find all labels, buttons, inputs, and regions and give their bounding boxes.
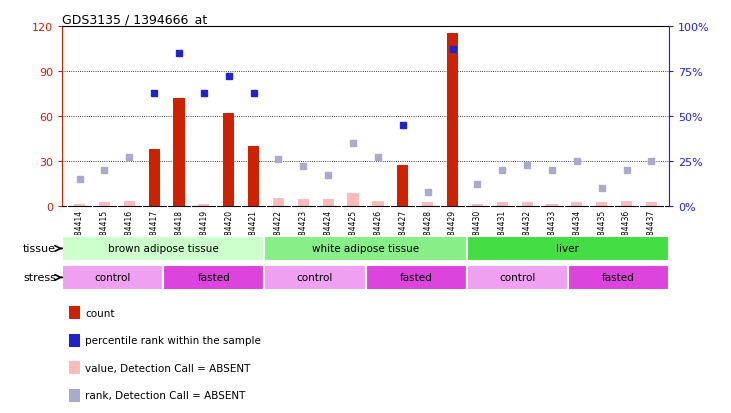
Bar <box>596 203 607 206</box>
Bar <box>223 114 235 206</box>
Bar <box>546 204 558 206</box>
Bar <box>173 99 185 206</box>
Text: GSM184432: GSM184432 <box>523 209 531 255</box>
Text: percentile rank within the sample: percentile rank within the sample <box>86 335 262 345</box>
Text: GSM184421: GSM184421 <box>249 209 258 255</box>
Text: control: control <box>94 273 131 283</box>
Text: tissue: tissue <box>23 244 56 254</box>
Text: brown adipose tissue: brown adipose tissue <box>108 244 219 254</box>
Bar <box>366 266 466 290</box>
Bar <box>69 361 80 375</box>
Bar <box>322 200 334 206</box>
Bar <box>422 203 433 206</box>
Bar <box>163 266 265 290</box>
Bar <box>372 201 384 206</box>
Text: stress: stress <box>23 273 56 283</box>
Text: liver: liver <box>556 244 579 254</box>
Bar <box>521 203 533 206</box>
Text: GSM184417: GSM184417 <box>150 209 159 255</box>
Text: white adipose tissue: white adipose tissue <box>312 244 419 254</box>
Text: GSM184420: GSM184420 <box>224 209 233 255</box>
Bar <box>74 204 85 206</box>
Bar <box>69 334 80 347</box>
Text: count: count <box>86 308 115 318</box>
Text: fasted: fasted <box>400 273 433 283</box>
Text: control: control <box>297 273 333 283</box>
Text: GSM184414: GSM184414 <box>75 209 84 255</box>
Bar <box>198 204 210 206</box>
Text: GSM184431: GSM184431 <box>498 209 507 255</box>
Text: GSM184418: GSM184418 <box>175 209 183 255</box>
Text: GSM184429: GSM184429 <box>448 209 457 255</box>
Text: GSM184423: GSM184423 <box>299 209 308 255</box>
Text: GSM184435: GSM184435 <box>597 209 606 255</box>
Text: GSM184415: GSM184415 <box>100 209 109 255</box>
Text: control: control <box>499 273 535 283</box>
Bar <box>62 266 163 290</box>
Text: rank, Detection Call = ABSENT: rank, Detection Call = ABSENT <box>86 390 246 400</box>
Bar <box>466 237 669 261</box>
Bar <box>471 204 483 206</box>
Bar <box>496 203 508 206</box>
Text: fasted: fasted <box>197 273 230 283</box>
Text: value, Detection Call = ABSENT: value, Detection Call = ABSENT <box>86 363 251 373</box>
Text: GSM184424: GSM184424 <box>324 209 333 255</box>
Text: GSM184425: GSM184425 <box>349 209 357 255</box>
Bar <box>466 266 568 290</box>
Bar <box>347 194 359 206</box>
Bar <box>571 203 583 206</box>
Bar <box>298 200 309 206</box>
Text: GSM184419: GSM184419 <box>200 209 208 255</box>
Text: GSM184434: GSM184434 <box>572 209 581 255</box>
Bar <box>447 34 458 206</box>
Bar <box>69 306 80 320</box>
Bar <box>99 203 110 206</box>
Text: GSM184422: GSM184422 <box>274 209 283 255</box>
Text: GSM184427: GSM184427 <box>398 209 407 255</box>
Text: GSM184437: GSM184437 <box>647 209 656 255</box>
Bar <box>62 237 265 261</box>
Text: GSM184416: GSM184416 <box>125 209 134 255</box>
Text: GDS3135 / 1394666_at: GDS3135 / 1394666_at <box>62 13 208 26</box>
Text: GSM184428: GSM184428 <box>423 209 432 255</box>
Bar <box>248 147 260 206</box>
Text: GSM184433: GSM184433 <box>548 209 556 255</box>
Bar <box>397 166 409 206</box>
Bar <box>265 237 466 261</box>
Bar <box>124 201 135 206</box>
Text: GSM184430: GSM184430 <box>473 209 482 255</box>
Bar <box>646 203 657 206</box>
Bar <box>69 389 80 402</box>
Bar <box>621 201 632 206</box>
Bar <box>568 266 669 290</box>
Text: GSM184426: GSM184426 <box>374 209 382 255</box>
Text: fasted: fasted <box>602 273 635 283</box>
Bar <box>148 150 160 206</box>
Bar <box>273 198 284 206</box>
Bar <box>265 266 366 290</box>
Text: GSM184436: GSM184436 <box>622 209 631 255</box>
